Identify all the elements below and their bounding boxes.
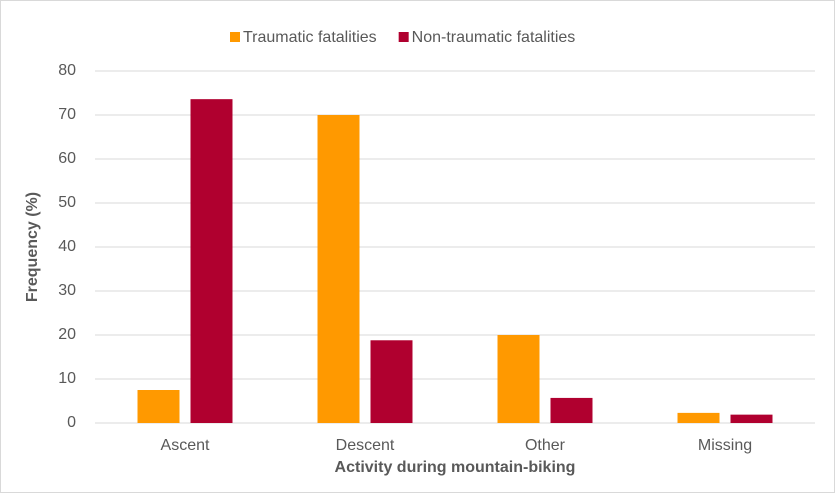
legend-label: Non-traumatic fatalities [412, 29, 576, 46]
y-tick-label: 30 [58, 282, 76, 299]
bar [137, 390, 180, 423]
x-tick-label: Descent [336, 437, 395, 454]
legend-label: Traumatic fatalities [243, 29, 377, 46]
y-tick-label: 20 [58, 326, 76, 343]
y-tick-label: 60 [58, 150, 76, 167]
bar [317, 115, 360, 423]
legend-swatch [230, 32, 240, 42]
x-axis-title: Activity during mountain-biking [335, 459, 576, 476]
bar [190, 99, 233, 423]
y-axis-title: Frequency (%) [24, 192, 41, 302]
y-tick-label: 70 [58, 106, 76, 123]
legend-swatch [398, 32, 409, 42]
bar [677, 412, 720, 423]
y-tick-label: 80 [58, 62, 76, 79]
bar [550, 397, 593, 423]
y-tick-label: 10 [58, 370, 76, 387]
bar [497, 335, 540, 423]
y-tick-label: 0 [67, 414, 76, 431]
bar [730, 414, 773, 423]
y-tick-label: 50 [58, 194, 76, 211]
x-tick-label: Ascent [161, 437, 210, 454]
x-tick-label: Missing [698, 437, 752, 454]
x-tick-label: Other [525, 437, 566, 454]
y-tick-label: 40 [58, 238, 76, 255]
bar [370, 340, 413, 423]
